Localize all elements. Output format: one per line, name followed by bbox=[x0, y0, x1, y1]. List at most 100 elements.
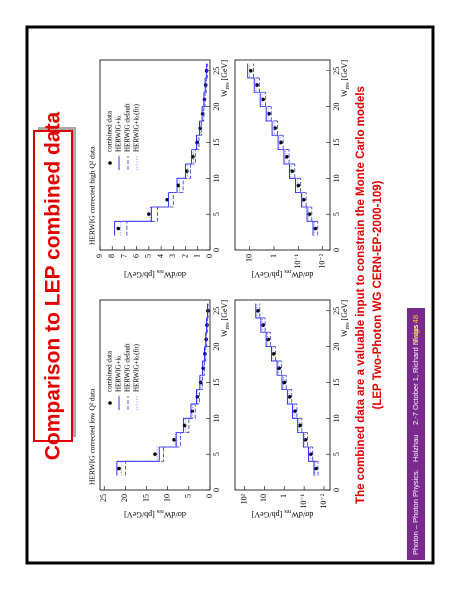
x-tick-label: 25 bbox=[212, 307, 221, 315]
x-tick-label: 5 bbox=[212, 212, 221, 216]
mc-step bbox=[205, 63, 208, 79]
data-point bbox=[172, 438, 176, 442]
mc-step bbox=[267, 332, 273, 348]
data-point bbox=[256, 308, 260, 313]
mc-step bbox=[277, 120, 284, 136]
mc-step bbox=[256, 303, 263, 319]
legend-marker bbox=[108, 401, 112, 405]
x-axis-label-main: W bbox=[340, 329, 349, 337]
mc-step bbox=[253, 63, 260, 79]
mc-step bbox=[203, 346, 206, 362]
x-tick-label: 15 bbox=[212, 378, 221, 386]
data-point bbox=[261, 97, 265, 102]
mc-step bbox=[192, 389, 199, 405]
y-tick-label: 10 bbox=[244, 254, 253, 262]
y-tick-label: 10⁻² bbox=[319, 493, 328, 508]
data-point bbox=[267, 111, 271, 116]
footer-event: Photon – Photon Physics. bbox=[411, 469, 420, 555]
mc-step bbox=[253, 77, 261, 93]
legend-entry: HERWIG+kₜ(fit) bbox=[133, 343, 141, 392]
mc-step bbox=[157, 432, 176, 448]
x-axis-label-main: W bbox=[220, 89, 229, 97]
mc-step bbox=[296, 403, 302, 419]
y-tick-label: 3 bbox=[168, 254, 177, 258]
footer-place: Holzhau bbox=[411, 434, 420, 462]
mc-step bbox=[204, 77, 207, 93]
mc-step bbox=[197, 375, 202, 391]
x-axis-label: Wres [GeV] bbox=[220, 60, 232, 97]
mc-step bbox=[190, 149, 196, 165]
mc-step bbox=[311, 206, 318, 222]
legend-entry: combined data bbox=[106, 110, 114, 152]
y-tick-label: 15 bbox=[141, 494, 150, 502]
y-axis-label-main: dσ/dW bbox=[163, 510, 186, 519]
data-point bbox=[277, 366, 281, 370]
mc-step bbox=[294, 163, 301, 179]
x-axis-label-unit: [GeV] bbox=[220, 60, 229, 83]
data-point bbox=[116, 226, 121, 231]
x-tick-label: 10 bbox=[212, 174, 221, 182]
y-axis-label-sub: res bbox=[156, 508, 164, 514]
x-axis-label-unit: [GeV] bbox=[220, 300, 229, 323]
mc-step bbox=[200, 106, 204, 122]
x-tick-label: 0 bbox=[332, 488, 341, 492]
x-tick-label: 15 bbox=[332, 138, 341, 146]
mc-step bbox=[275, 346, 282, 362]
mc-step bbox=[255, 77, 263, 93]
mc-step bbox=[204, 346, 207, 362]
data-point bbox=[117, 466, 121, 471]
mc-step bbox=[206, 317, 208, 333]
mc-step bbox=[202, 360, 205, 376]
y-axis-label-sub: res bbox=[156, 268, 164, 274]
plot-frame bbox=[99, 299, 211, 491]
legend-entry: HERWIG+kₜ bbox=[115, 355, 123, 392]
x-axis-label: Wres [GeV] bbox=[340, 60, 352, 97]
mc-step bbox=[261, 317, 268, 333]
y-axis-label-main: dσ/dW bbox=[291, 510, 314, 519]
y-tick-label: 1 bbox=[269, 254, 278, 258]
mc-step bbox=[298, 418, 305, 434]
mc-step bbox=[201, 360, 205, 376]
y-axis-label-main: dσ/dW bbox=[163, 270, 186, 279]
mc-step bbox=[265, 92, 272, 108]
x-tick-label: 0 bbox=[212, 488, 221, 492]
mc-step bbox=[301, 418, 308, 434]
mc-step bbox=[280, 360, 287, 376]
y-axis-label-unit: [pb/GeV] bbox=[124, 510, 157, 519]
data-point bbox=[307, 212, 312, 216]
mc-step bbox=[289, 163, 296, 179]
data-point bbox=[284, 154, 289, 159]
y-axis-label-unit: [pb/GeV] bbox=[251, 510, 284, 519]
mc-step bbox=[259, 92, 267, 108]
mc-step bbox=[249, 63, 256, 79]
mc-step bbox=[163, 432, 181, 448]
y-tick-label: 10⁻¹ bbox=[293, 253, 302, 268]
x-tick-label: 10 bbox=[332, 414, 341, 422]
x-tick-label: 15 bbox=[332, 378, 341, 386]
mc-step bbox=[195, 389, 200, 405]
y-tick-label: 10 bbox=[163, 494, 172, 502]
x-tick-label: 20 bbox=[212, 103, 221, 111]
y-tick-label: 5 bbox=[144, 254, 153, 258]
y-tick-label: 6 bbox=[131, 254, 140, 258]
mc-step bbox=[203, 92, 206, 108]
x-tick-label: 25 bbox=[332, 67, 341, 75]
y-tick-label: 1 bbox=[193, 254, 202, 258]
plot-title: HERWIG corrected low Q² data bbox=[88, 388, 97, 485]
plot-frame bbox=[234, 299, 331, 491]
x-axis-label-sub: res bbox=[225, 82, 231, 90]
data-point bbox=[303, 438, 308, 442]
data-point bbox=[273, 126, 277, 130]
mc-step bbox=[312, 446, 319, 462]
data-point bbox=[203, 351, 207, 356]
data-point bbox=[198, 380, 203, 385]
mc-step bbox=[291, 389, 297, 405]
mc-step bbox=[277, 135, 284, 151]
y-tick-label: 2 bbox=[180, 254, 189, 258]
x-tick-label: 25 bbox=[332, 307, 341, 315]
mc-step bbox=[126, 206, 158, 222]
mc-step bbox=[283, 375, 289, 391]
data-point bbox=[255, 83, 259, 87]
y-tick-label: 9 bbox=[95, 254, 104, 258]
